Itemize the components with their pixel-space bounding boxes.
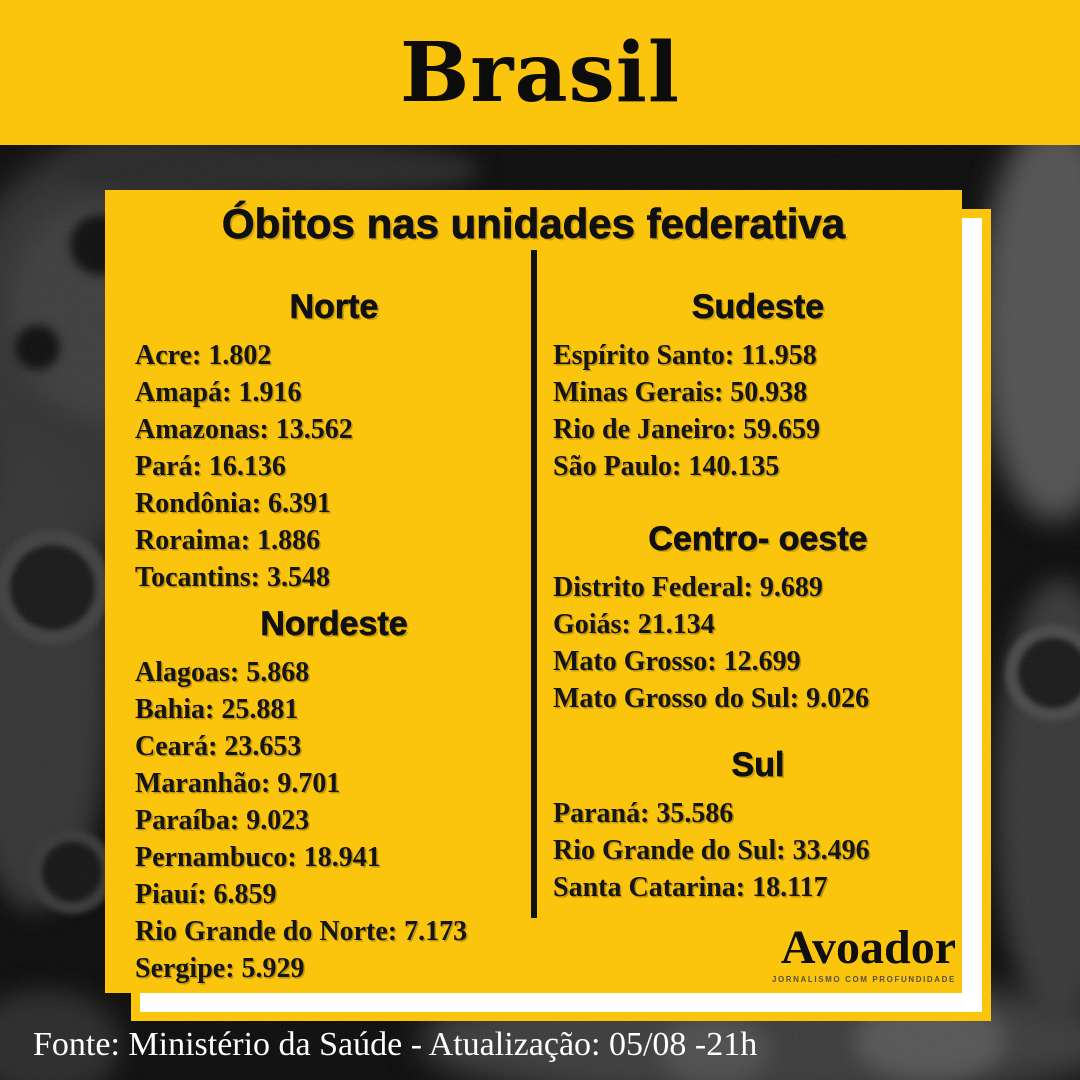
state-item: Pará: 16.136: [135, 451, 286, 482]
state-item: Pernambuco: 18.941: [135, 842, 381, 873]
state-item: Amapá: 1.916: [135, 377, 302, 408]
section-title: Nordeste: [260, 605, 408, 644]
state-item: Piauí: 6.859: [135, 879, 277, 910]
state-item: Tocantins: 3.548: [135, 562, 331, 593]
section-title: Centro- oeste: [648, 520, 868, 559]
state-item: Ceará: 23.653: [135, 731, 302, 762]
section-centro-oeste: Centro- oeste Distrito Federal: 9.689 Go…: [553, 517, 963, 717]
section-items: Alagoas: 5.868 Bahia: 25.881 Ceará: 23.6…: [135, 654, 533, 987]
section-items: Acre: 1.802 Amapá: 1.916 Amazonas: 13.56…: [135, 337, 533, 596]
state-item: Amazonas: 13.562: [135, 414, 353, 445]
left-column: Norte Acre: 1.802 Amapá: 1.916 Amazonas:…: [135, 285, 533, 987]
state-item: Acre: 1.802: [135, 340, 272, 371]
section-items: Distrito Federal: 9.689 Goiás: 21.134 Ma…: [553, 569, 963, 717]
state-item: Paraíba: 9.023: [135, 805, 310, 836]
state-item: Paraná: 35.586: [553, 798, 734, 829]
section-items: Espírito Santo: 11.958 Minas Gerais: 50.…: [553, 337, 963, 485]
state-item: Mato Grosso do Sul: 9.026: [553, 683, 870, 714]
state-item: Roraima: 1.886: [135, 525, 321, 556]
state-item: Rondônia: 6.391: [135, 488, 332, 519]
source-text: Fonte: Ministério da Saúde - Atualização…: [33, 1026, 758, 1063]
section-nordeste: Nordeste Alagoas: 5.868 Bahia: 25.881 Ce…: [135, 602, 533, 987]
section-title: Sudeste: [691, 288, 825, 327]
state-item: Distrito Federal: 9.689: [553, 572, 823, 603]
state-item: Maranhão: 9.701: [135, 768, 341, 799]
state-item: Rio Grande do Sul: 33.496: [553, 835, 870, 866]
state-item: Santa Catarina: 18.117: [553, 872, 828, 903]
source-footer: Fonte: Ministério da Saúde - Atualização…: [33, 1026, 757, 1064]
state-item: São Paulo: 140.135: [553, 451, 780, 482]
state-item: Rio de Janeiro: 59.659: [553, 414, 821, 445]
state-item: Espírito Santo: 11.958: [553, 340, 817, 371]
section-sudeste: Sudeste Espírito Santo: 11.958 Minas Ger…: [553, 285, 963, 485]
section-items: Paraná: 35.586 Rio Grande do Sul: 33.496…: [553, 795, 963, 906]
country-title: Brasil: [399, 24, 681, 121]
state-item: Sergipe: 5.929: [135, 953, 305, 984]
section-title: Sul: [731, 746, 785, 785]
data-card: Óbitos nas unidades federativa Norte Acr…: [105, 190, 962, 993]
logo-tagline: JORNALISMO COM PROFUNDIDADE: [771, 975, 956, 984]
state-item: Bahia: 25.881: [135, 694, 299, 725]
publisher-logo: Avoador JORNALISMO COM PROFUNDIDADE: [771, 921, 956, 985]
section-norte: Norte Acre: 1.802 Amapá: 1.916 Amazonas:…: [135, 285, 533, 596]
state-item: Minas Gerais: 50.938: [553, 377, 808, 408]
column-divider: [531, 250, 537, 918]
state-item: Rio Grande do Norte: 7.173: [135, 916, 468, 947]
state-item: Mato Grosso: 12.699: [553, 646, 801, 677]
section-sul: Sul Paraná: 35.586 Rio Grande do Sul: 33…: [553, 743, 963, 906]
section-title: Norte: [289, 288, 379, 327]
card-title: Óbitos nas unidades federativa: [221, 200, 846, 248]
state-item: Goiás: 21.134: [553, 609, 715, 640]
top-banner: Brasil: [0, 0, 1080, 145]
right-column: Sudeste Espírito Santo: 11.958 Minas Ger…: [553, 285, 963, 906]
logo-wordmark: Avoador: [780, 921, 956, 974]
state-item: Alagoas: 5.868: [135, 657, 310, 688]
